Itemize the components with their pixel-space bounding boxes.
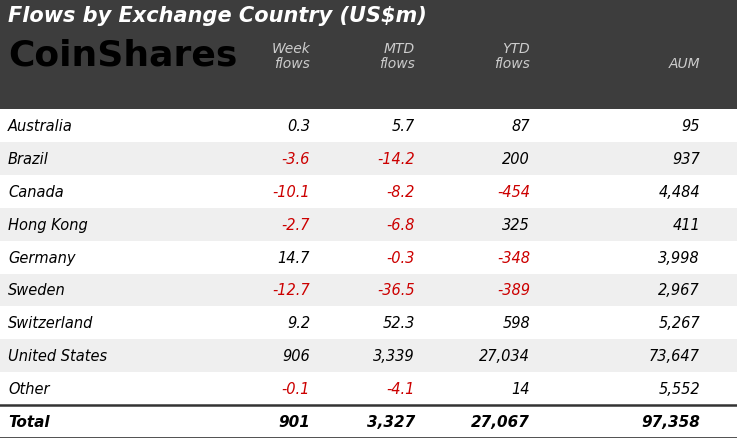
Text: -454: -454 [497, 184, 530, 199]
Text: -36.5: -36.5 [377, 283, 415, 298]
Text: 937: 937 [672, 152, 700, 166]
Text: 906: 906 [282, 349, 310, 364]
Text: Hong Kong: Hong Kong [8, 217, 88, 232]
Text: -389: -389 [497, 283, 530, 298]
Bar [0, 405, 737, 438]
Text: 598: 598 [502, 316, 530, 331]
Text: -6.8: -6.8 [387, 217, 415, 232]
Text: United States: United States [8, 349, 107, 364]
Text: 9.2: 9.2 [287, 316, 310, 331]
Text: -8.2: -8.2 [387, 184, 415, 199]
Bar [0, 372, 737, 405]
Text: 87: 87 [511, 119, 530, 134]
Text: 3,327: 3,327 [367, 414, 415, 429]
Text: 325: 325 [502, 217, 530, 232]
Text: Total: Total [8, 414, 49, 429]
Text: -0.3: -0.3 [387, 250, 415, 265]
Bar [0, 208, 737, 241]
Text: Australia: Australia [8, 119, 73, 134]
Text: 14: 14 [511, 381, 530, 396]
Text: Brazil: Brazil [8, 152, 49, 166]
Text: 97,358: 97,358 [641, 414, 700, 429]
Text: -14.2: -14.2 [377, 152, 415, 166]
Text: 95: 95 [682, 119, 700, 134]
Text: -0.1: -0.1 [282, 381, 310, 396]
Text: Other: Other [8, 381, 49, 396]
Text: 27,034: 27,034 [479, 349, 530, 364]
Text: 5,552: 5,552 [658, 381, 700, 396]
Text: 3,339: 3,339 [374, 349, 415, 364]
Text: flows: flows [494, 57, 530, 71]
Text: MTD: MTD [384, 42, 415, 56]
Text: 2,967: 2,967 [658, 283, 700, 298]
Text: 73,647: 73,647 [649, 349, 700, 364]
Text: Switzerland: Switzerland [8, 316, 94, 331]
Text: YTD: YTD [503, 42, 530, 56]
Text: Germany: Germany [8, 250, 75, 265]
Bar [0, 175, 737, 208]
Text: CoinShares: CoinShares [8, 38, 237, 72]
Text: 0.3: 0.3 [287, 119, 310, 134]
Bar [0, 274, 737, 307]
Bar [0, 0, 737, 110]
Text: -3.6: -3.6 [282, 152, 310, 166]
Text: Flows by Exchange Country (US$m): Flows by Exchange Country (US$m) [8, 6, 427, 26]
Text: Sweden: Sweden [8, 283, 66, 298]
Text: 901: 901 [278, 414, 310, 429]
Text: AUM: AUM [668, 57, 700, 71]
Text: 5.7: 5.7 [392, 119, 415, 134]
Text: -10.1: -10.1 [273, 184, 310, 199]
Text: 3,998: 3,998 [658, 250, 700, 265]
Bar [0, 339, 737, 372]
Text: 5,267: 5,267 [658, 316, 700, 331]
Text: 27,067: 27,067 [471, 414, 530, 429]
Text: flows: flows [379, 57, 415, 71]
Bar [0, 110, 737, 143]
Text: -348: -348 [497, 250, 530, 265]
Text: flows: flows [274, 57, 310, 71]
Text: 14.7: 14.7 [278, 250, 310, 265]
Text: -2.7: -2.7 [282, 217, 310, 232]
Text: 200: 200 [502, 152, 530, 166]
Text: -4.1: -4.1 [387, 381, 415, 396]
Text: 4,484: 4,484 [658, 184, 700, 199]
Text: Canada: Canada [8, 184, 63, 199]
Text: Week: Week [271, 42, 310, 56]
Text: -12.7: -12.7 [273, 283, 310, 298]
Bar [0, 307, 737, 339]
Bar [0, 241, 737, 274]
Text: 411: 411 [672, 217, 700, 232]
Text: 52.3: 52.3 [383, 316, 415, 331]
Bar [0, 143, 737, 175]
